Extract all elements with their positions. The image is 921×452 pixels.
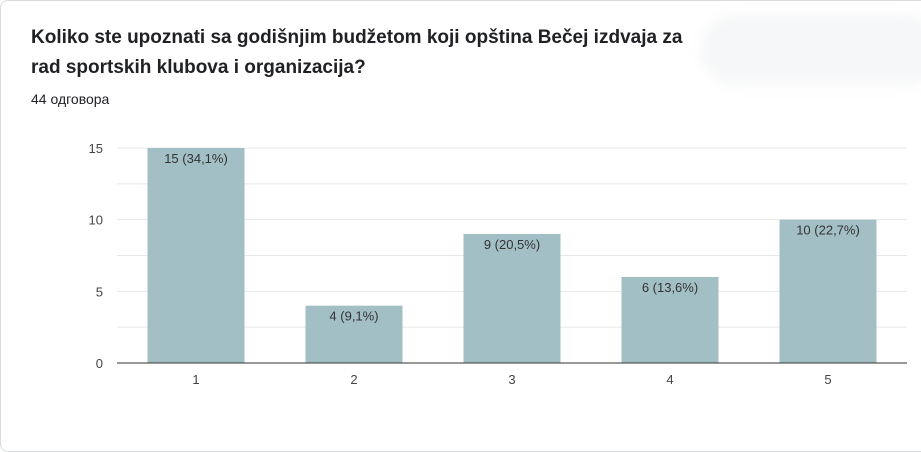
- bar-4: [621, 277, 719, 363]
- y-tick-label: 5: [96, 284, 103, 299]
- y-tick-label: 0: [96, 356, 103, 371]
- data-label-2: 4 (9,1%): [329, 309, 378, 324]
- x-tick-label: 5: [824, 372, 831, 387]
- y-axis-ticks: 0 5 10 15: [89, 141, 103, 371]
- bar-2: [305, 305, 403, 363]
- data-label-1: 15 (34,1%): [164, 151, 228, 166]
- x-tick-label: 3: [508, 372, 515, 387]
- data-label-5: 10 (22,7%): [796, 223, 860, 238]
- y-tick-label: 15: [89, 141, 103, 156]
- x-tick-label: 1: [192, 372, 199, 387]
- x-tick-label: 2: [350, 372, 357, 387]
- bar-1: [147, 148, 245, 363]
- x-tick-label: 4: [666, 372, 673, 387]
- bar-3: [463, 234, 561, 363]
- decorative-shadow: [701, 15, 921, 85]
- bars: 15 (34,1%) 4 (9,1%) 9 (20,5%) 6 (13,6%) 10 (…: [147, 148, 877, 363]
- data-label-3: 9 (20,5%): [484, 237, 540, 252]
- y-tick-label: 10: [89, 213, 103, 228]
- response-count: 44 одговора: [31, 91, 110, 107]
- question-title: Koliko ste upoznati sa godišnjim budžeto…: [31, 27, 683, 78]
- data-label-4: 6 (13,6%): [642, 280, 698, 295]
- x-axis-ticks: 1 2 3 4 5: [192, 372, 831, 387]
- bar-5: [779, 219, 877, 363]
